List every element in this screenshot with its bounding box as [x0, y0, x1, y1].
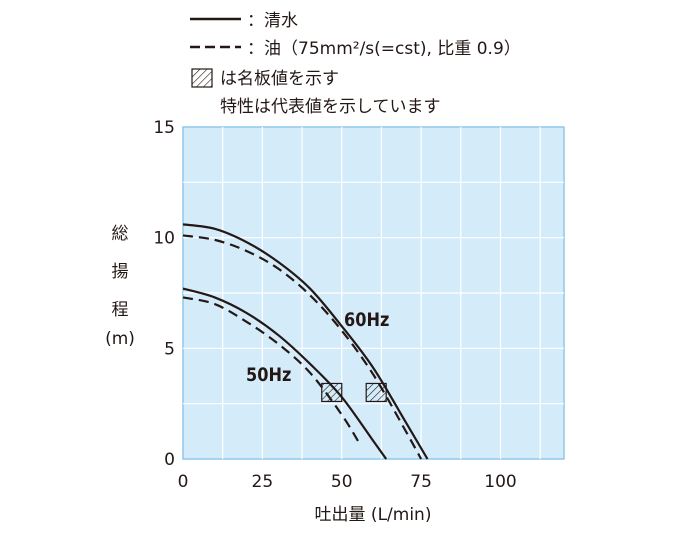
legend-oil-label: ：油（75mm²/s(=cst), 比重 0.9） [247, 39, 521, 59]
y-tick-label: 15 [153, 118, 175, 138]
x-tick-label: 100 [484, 472, 516, 492]
x-tick-label: 75 [410, 472, 432, 492]
axes: 0 25 50 75 100 0 5 10 15 [153, 118, 516, 492]
curve-50hz-oil [182, 296, 362, 447]
rated-points [321, 382, 387, 403]
x-axis-label: 吐出量 (L/min) [315, 505, 432, 525]
y-axis-label: 総 揚 程 (m) [105, 224, 135, 349]
y-tick-label: 10 [153, 229, 175, 249]
legend-note: 特性は代表値を示しています [220, 97, 441, 117]
y-tick-label: 0 [164, 450, 175, 470]
curve-60hz-clean-water [182, 223, 429, 460]
rated-point-marker-60hz [365, 382, 387, 403]
y-tick-label: 5 [164, 339, 175, 359]
grid [183, 127, 564, 459]
legend-clean-water-label: ：清水 [247, 11, 298, 31]
x-tick-label: 50 [331, 472, 353, 492]
x-tick-label: 25 [252, 472, 274, 492]
legend-hatch-swatch [191, 68, 213, 88]
curves [182, 223, 429, 460]
y-axis-label-char-3: 程 [112, 300, 129, 320]
curve-50hz-clean-water [182, 287, 388, 460]
series-label-50hz: 50Hz [246, 365, 291, 387]
legend-hatch-label: は名板値を示す [220, 69, 339, 89]
x-tick-label: 0 [178, 472, 189, 492]
y-axis-label-char-1: 総 [112, 224, 129, 244]
legend: ：清水 ：油（75mm²/s(=cst), 比重 0.9） は名板値を示す 特性… [190, 11, 521, 117]
y-axis-label-unit: (m) [105, 329, 135, 349]
series-label-60hz: 60Hz [344, 310, 389, 332]
curve-60hz-oil [182, 234, 423, 460]
rated-point-marker-50hz [321, 382, 343, 403]
y-axis-label-char-2: 揚 [112, 262, 129, 282]
